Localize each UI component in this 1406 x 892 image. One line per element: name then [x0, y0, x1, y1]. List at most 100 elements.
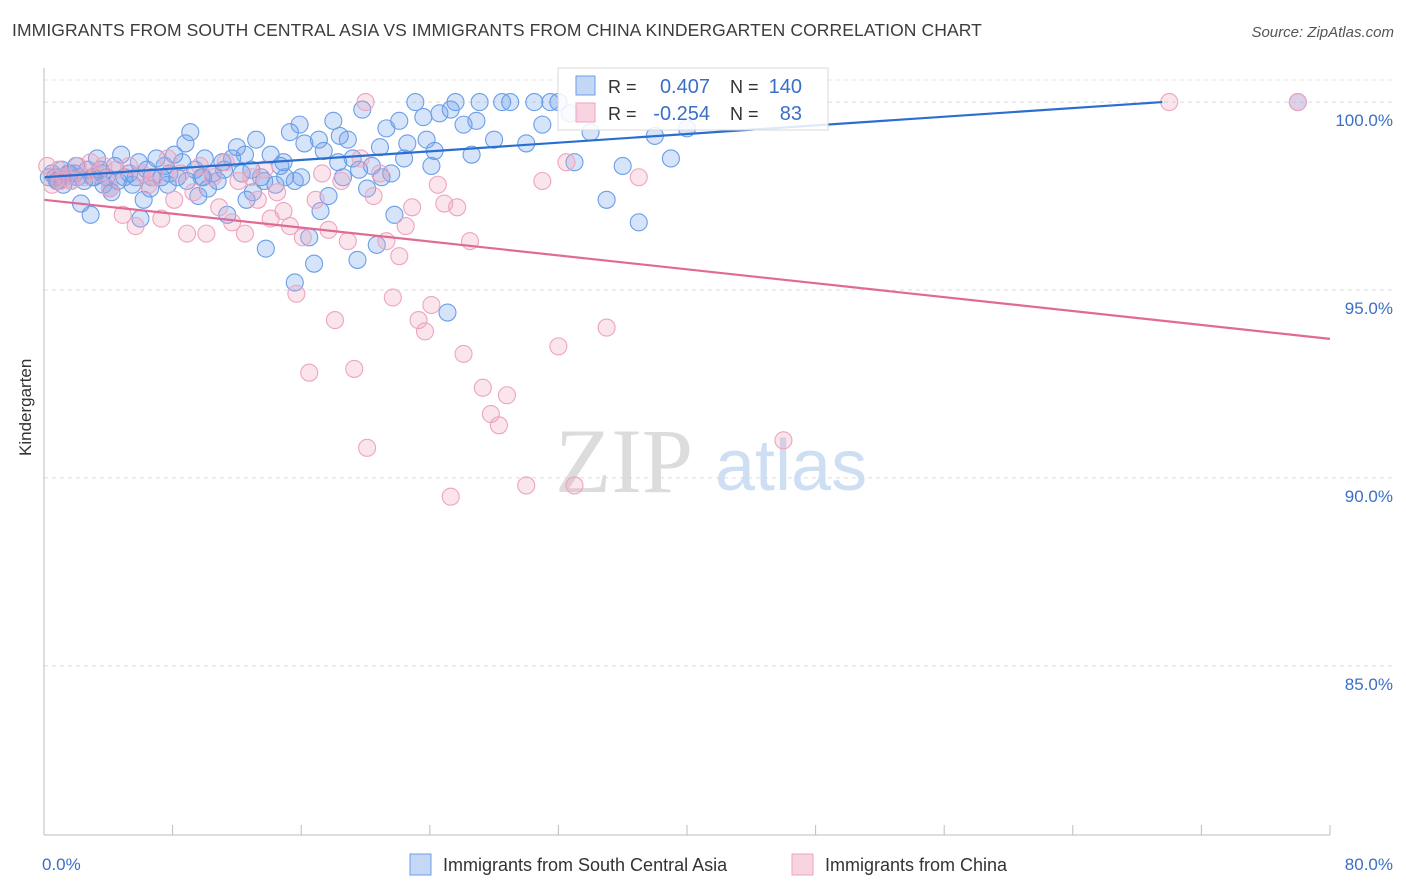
point-china	[332, 171, 351, 191]
point-south-central-asia	[613, 156, 632, 176]
point-china	[216, 153, 235, 172]
point-south-central-asia	[438, 303, 457, 322]
point-south-central-asia	[430, 104, 449, 123]
point-china	[325, 311, 345, 330]
point-china	[287, 284, 306, 303]
point-china	[139, 175, 158, 194]
point-china	[223, 213, 242, 232]
point-china	[152, 209, 171, 228]
bottom-legend: Immigrants from South Central Asia Immigr…	[409, 853, 1008, 876]
y-tick-label: 100.0%	[1335, 111, 1393, 130]
point-south-central-asia	[661, 149, 680, 168]
point-south-central-asia	[525, 93, 544, 112]
point-china	[248, 190, 267, 209]
point-china	[415, 322, 435, 341]
point-china	[517, 476, 536, 495]
legend-swatch-china	[791, 853, 814, 876]
point-china	[454, 344, 473, 363]
point-china	[396, 217, 415, 236]
x-tick-label-end: 80.0%	[1345, 855, 1393, 874]
point-china	[358, 438, 377, 457]
point-china	[345, 359, 364, 378]
point-south-central-asia	[276, 168, 295, 187]
point-south-central-asia	[467, 111, 486, 130]
point-south-central-asia	[305, 254, 324, 273]
point-china	[1160, 93, 1179, 112]
point-south-central-asia	[309, 130, 328, 149]
point-south-central-asia	[292, 168, 311, 187]
point-south-central-asia	[493, 93, 512, 112]
point-china	[351, 149, 370, 168]
watermark: ZIP atlas	[555, 410, 867, 512]
point-south-central-asia	[280, 123, 299, 142]
point-south-central-asia	[256, 239, 275, 258]
point-south-central-asia	[311, 202, 330, 221]
point-china	[390, 247, 409, 266]
watermark-atlas: atlas	[715, 426, 867, 506]
trend-line-china	[43, 198, 1331, 340]
point-china	[428, 175, 447, 194]
point-china	[549, 337, 568, 356]
point-south-central-asia	[295, 134, 314, 153]
point-china	[184, 183, 203, 202]
point-china	[497, 386, 517, 405]
point-south-central-asia	[398, 134, 417, 153]
watermark-zip: ZIP	[555, 410, 693, 512]
point-china	[197, 224, 216, 243]
point-south-central-asia	[414, 108, 433, 127]
point-china	[383, 288, 402, 307]
point-china	[203, 168, 222, 187]
point-china	[403, 198, 422, 217]
stats-n-value: 140	[769, 76, 802, 98]
legend-label-south-central-asia: Immigrants from South Central Asia	[443, 855, 728, 875]
point-china	[597, 318, 616, 337]
point-china	[356, 93, 375, 112]
stats-swatch-pink	[575, 102, 596, 123]
axes: 100.0% 95.0% 90.0% 85.0% 0.0% 80.0%	[42, 68, 1393, 874]
y-tick-label: 90.0%	[1345, 487, 1393, 506]
point-south-central-asia	[350, 160, 369, 179]
point-china	[293, 228, 312, 247]
point-china	[165, 190, 184, 209]
point-china	[364, 186, 383, 206]
point-china	[1288, 93, 1307, 112]
y-tick-label: 95.0%	[1345, 299, 1393, 318]
point-china	[774, 431, 793, 450]
point-china	[409, 311, 428, 330]
point-china	[306, 190, 325, 209]
stats-legend-box: R = 0.407 N = 140 R = -0.254 N = 83	[557, 67, 829, 131]
point-south-central-asia	[324, 111, 343, 130]
point-south-central-asia	[485, 130, 504, 149]
point-south-central-asia	[470, 93, 489, 112]
point-china	[268, 183, 287, 202]
point-south-central-asia	[176, 134, 195, 153]
point-china	[38, 156, 57, 176]
point-china	[533, 171, 552, 191]
point-south-central-asia	[285, 273, 304, 292]
point-china	[629, 168, 648, 187]
point-south-central-asia	[441, 100, 460, 119]
point-china	[126, 217, 145, 236]
point-south-central-asia	[81, 205, 100, 224]
stats-r-value: 0.407	[660, 76, 710, 98]
trend-lines	[43, 100, 1331, 340]
point-south-central-asia	[541, 93, 560, 112]
point-china	[158, 149, 177, 168]
point-south-central-asia	[533, 115, 552, 134]
point-south-central-asia	[330, 126, 349, 145]
point-china	[557, 153, 576, 172]
stats-n-label: N =	[730, 77, 759, 97]
point-south-central-asia	[629, 213, 648, 232]
point-south-central-asia	[247, 130, 266, 149]
point-china	[145, 168, 164, 187]
scatter-points	[38, 93, 1307, 506]
stats-n-label: N =	[730, 104, 759, 124]
point-china	[370, 164, 390, 183]
point-south-central-asia	[235, 145, 254, 164]
stats-r-value: -0.254	[653, 103, 710, 125]
point-south-central-asia	[370, 138, 390, 157]
point-china	[178, 224, 197, 243]
stats-n-value: 83	[780, 103, 802, 125]
point-china	[255, 160, 274, 179]
